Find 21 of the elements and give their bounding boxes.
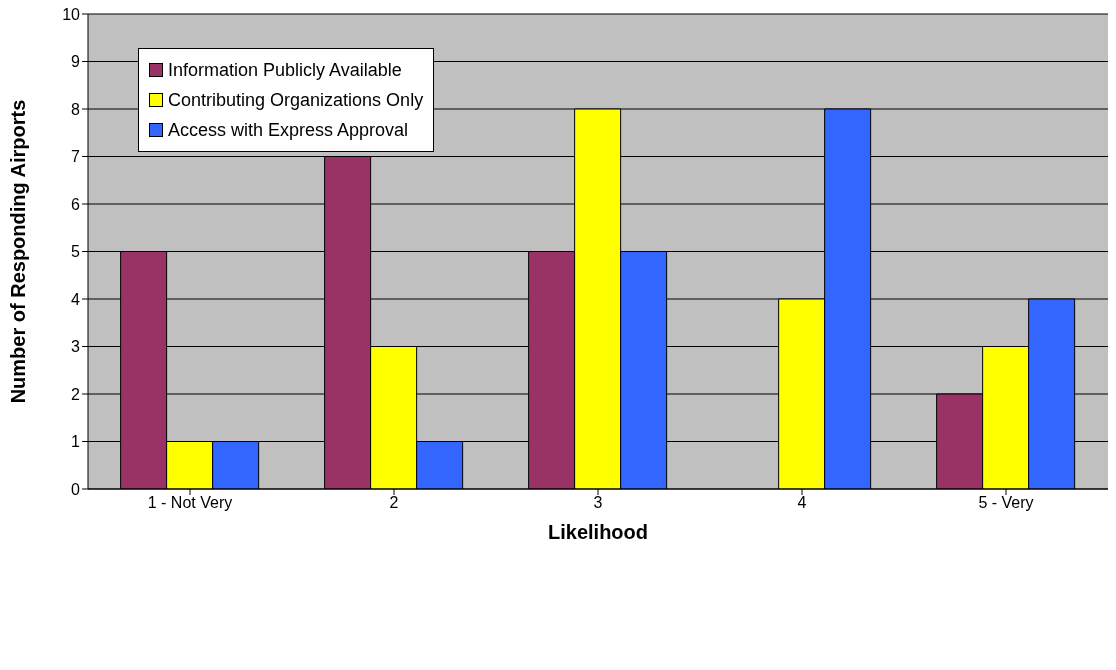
x-axis-title: Likelihood xyxy=(548,521,648,543)
y-tick-label: 6 xyxy=(71,195,81,213)
y-tick-label: 9 xyxy=(71,53,81,71)
legend-label: Access with Express Approval xyxy=(168,119,409,142)
y-tick-label: 4 xyxy=(71,290,81,308)
x-tick-label: 4 xyxy=(797,494,807,512)
legend-label: Information Publicly Available xyxy=(168,59,402,82)
x-tick-label: 3 xyxy=(593,494,603,512)
y-axis-title: Number of Responding Airports xyxy=(7,99,30,404)
y-tick-label: 3 xyxy=(71,338,81,356)
legend-label: Contributing Organizations Only xyxy=(168,89,424,112)
y-tick-label: 5 xyxy=(71,243,81,261)
y-tick-label: 1 xyxy=(71,433,81,451)
x-tick-label: 5 - Very xyxy=(978,494,1034,512)
y-tick-label: 0 xyxy=(71,480,81,498)
y-tick-label: 8 xyxy=(71,100,81,118)
x-tick-label: 1 - Not Very xyxy=(147,494,233,512)
y-tick-label: 10 xyxy=(62,5,81,23)
x-tick-label: 2 xyxy=(389,494,399,512)
y-tick-label: 7 xyxy=(71,148,81,166)
y-tick-label: 2 xyxy=(71,385,81,403)
